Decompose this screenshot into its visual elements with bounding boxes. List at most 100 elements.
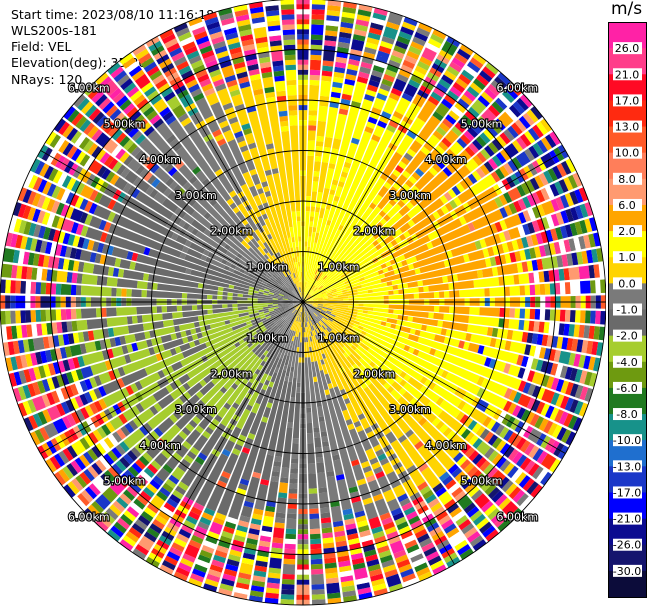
ppi-gate-group <box>527 208 536 221</box>
ppi-gate-group <box>567 415 578 430</box>
ppi-gate-group <box>21 266 28 280</box>
ppi-gate-group <box>491 101 504 114</box>
ppi-gate-group <box>209 31 224 40</box>
ppi-gate-group <box>519 94 533 108</box>
ppi-gate-group <box>491 155 503 167</box>
ppi-gate-group <box>499 132 511 145</box>
ppi-gate-group <box>131 188 141 199</box>
ppi-gate-group <box>454 539 468 552</box>
ppi-gate-group <box>69 247 77 259</box>
ppi-gate-group <box>487 507 501 521</box>
ppi-gate-group <box>67 481 80 495</box>
ppi-gate-group <box>30 281 37 294</box>
ppi-gate-group <box>401 21 416 31</box>
colorbar-tick-label: 21.0 <box>615 68 640 81</box>
ppi-gate-group <box>240 355 290 518</box>
ppi-gate-group <box>102 321 263 408</box>
ppi-gate-group <box>317 304 323 306</box>
ppi-gate-group <box>392 512 405 521</box>
ppi-gate-group <box>211 36 225 45</box>
ppi-gate-group <box>84 306 279 353</box>
ppi-ray <box>0 279 304 302</box>
ppi-gate-group <box>91 146 103 159</box>
ppi-gate-group <box>519 308 526 319</box>
ppi-ray <box>119 53 303 302</box>
ppi-gate-group <box>220 578 235 587</box>
ppi-gate-group <box>188 175 303 302</box>
ppi-gate-group <box>477 115 490 128</box>
ppi-gate-group <box>34 160 45 175</box>
ppi-gate-group <box>276 308 296 327</box>
ppi-gate-group <box>243 518 262 555</box>
ppi-gate-group <box>526 235 534 247</box>
ppi-gate-group <box>303 40 393 303</box>
ppi-gate-group <box>392 250 589 290</box>
ppi-ray <box>132 44 303 302</box>
ppi-gate-group <box>457 544 471 556</box>
ppi-gate-group <box>70 130 123 173</box>
ppi-gate-group <box>430 78 451 102</box>
ppi-ray <box>303 302 342 604</box>
ppi-gate-group <box>190 111 303 302</box>
ppi-gate-group <box>454 52 468 65</box>
ppi-gate-group <box>2 248 75 271</box>
ppi-gate-group <box>15 355 23 370</box>
ppi-gate-group <box>584 371 593 386</box>
ppi-gate-group <box>22 400 32 415</box>
ppi-gate-group <box>58 454 90 483</box>
ppi-gate-group <box>330 51 348 99</box>
range-ring-label: 4.00km <box>425 439 467 452</box>
ppi-ray <box>1 302 303 341</box>
colorbar: 26.0 21.0 17.0 13.0 10.0 8.0 6.0 2.0 1.0 0.0 -1.0 -… <box>608 22 647 598</box>
ppi-gate-group <box>310 533 321 540</box>
ppi-gate-group <box>303 302 414 438</box>
ppi-gate-group <box>446 69 475 102</box>
ppi-gate-group <box>519 496 533 510</box>
ppi-gate-group <box>400 55 418 74</box>
ppi-gate-group <box>464 447 491 472</box>
ppi-gate-group <box>261 71 273 79</box>
range-ring-label: 3.00km <box>175 403 217 416</box>
ppi-gate-group <box>509 252 517 263</box>
ppi-gate-group <box>323 45 336 52</box>
ppi-gate-group <box>116 517 130 530</box>
ppi-gate-group <box>282 302 303 575</box>
ppi-gate-group <box>100 450 138 486</box>
ppi-ray <box>203 11 303 303</box>
ppi-gate-group <box>75 450 118 489</box>
ppi-gate-group <box>312 304 569 394</box>
ppi-gate-group <box>250 585 265 593</box>
ppi-gate-group <box>116 95 129 108</box>
ppi-gate-group <box>322 317 527 485</box>
ppi-ray <box>303 29 447 302</box>
ppi-gate-group <box>114 176 303 302</box>
ppi-gate-group <box>454 471 477 494</box>
ppi-gate-group <box>303 38 442 302</box>
ppi-gates <box>0 0 606 605</box>
ppi-gate-group <box>476 441 499 462</box>
ppi-gate-group <box>517 393 574 427</box>
ppi-gate-group <box>50 416 101 452</box>
ppi-gate-group <box>461 114 473 126</box>
ppi-gate-group <box>348 537 363 555</box>
ppi-gate-group <box>316 308 558 436</box>
ppi-gate-group <box>30 158 81 193</box>
ppi-gate-group <box>99 434 119 452</box>
ppi-ray <box>303 44 474 302</box>
ppi-gate-group <box>95 474 149 532</box>
ppi-gate-group <box>499 426 510 439</box>
ppi-gate-group <box>115 148 126 160</box>
ppi-gate-group <box>303 241 434 302</box>
ppi-gate-group <box>20 235 28 250</box>
ppi-ray <box>303 248 604 302</box>
ppi-gate-group <box>279 115 288 122</box>
ppi-gate-group <box>279 310 299 348</box>
ppi-gate-group <box>375 540 388 549</box>
ppi-gate-group <box>491 453 503 466</box>
ppi-gate-group <box>476 387 485 398</box>
ppi-gate-group <box>20 310 26 324</box>
ppi-gate-group <box>530 358 598 387</box>
ppi-gate-group <box>242 528 260 560</box>
ppi-ray <box>303 0 342 302</box>
ppi-gate-group <box>305 306 417 474</box>
